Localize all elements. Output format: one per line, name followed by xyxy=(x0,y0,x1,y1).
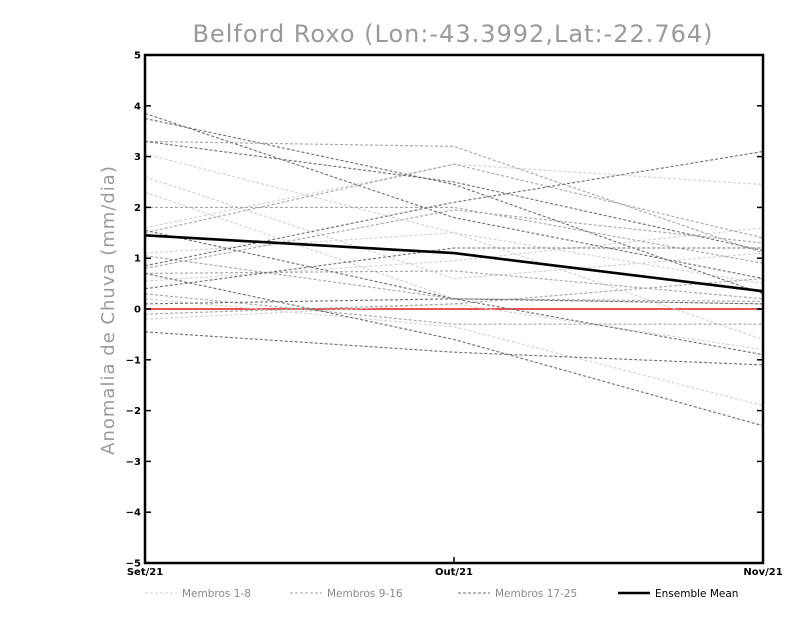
plot-lines xyxy=(144,112,764,427)
y-tick-label: 0 xyxy=(134,305,141,316)
y-tick-label: −1 xyxy=(126,355,141,366)
legend-label-membros-1-8: Membros 1-8 xyxy=(182,588,251,600)
legend-label-membros-9-16: Membros 9-16 xyxy=(327,588,403,600)
y-tick-label: −5 xyxy=(126,559,141,570)
y-tick-label: −2 xyxy=(126,406,141,417)
series-line-membro-9 xyxy=(144,140,764,254)
series-line-membro-3 xyxy=(144,227,764,282)
x-tick-label: Nov/21 xyxy=(743,567,782,578)
series-line-membro-2 xyxy=(144,163,764,229)
series-line-membro-11 xyxy=(144,209,764,269)
x-tick-label: Set/21 xyxy=(127,567,163,578)
y-tick-label: 5 xyxy=(134,51,141,62)
y-axis-label: Anomalia de Chuva (mm/dia) xyxy=(98,165,119,455)
series-line-membro-10 xyxy=(144,163,764,239)
legend-label-membros-17-25: Membros 17-25 xyxy=(495,588,577,600)
y-tick-label: 3 xyxy=(134,152,141,163)
series-line-membro-14 xyxy=(144,277,764,315)
series-line-ensemble-mean xyxy=(144,234,764,293)
series-line-membro-21 xyxy=(144,272,764,427)
axes: −5 −4 −3 −2 −1 0 1 2 3 4 5 Set/21 Out/21 Nov/21 xyxy=(126,51,783,579)
series-line-membro-4 xyxy=(144,153,764,341)
legend: Membros 1-8 Membros 9-16 Membros 17-25 Ense… xyxy=(145,588,738,600)
series-line-membro-15 xyxy=(145,206,764,264)
series-line-membro-18 xyxy=(144,117,764,295)
series-line-membro-8 xyxy=(144,303,764,351)
y-tick-label: −3 xyxy=(126,457,141,468)
chart-title: Belford Roxo (Lon:-43.3992,Lat:-22.764) xyxy=(192,20,713,48)
y-tick-label: 4 xyxy=(134,101,141,112)
series-line-membro-19 xyxy=(144,150,764,267)
series-line-membro-6 xyxy=(144,176,764,280)
series-line-membro-12 xyxy=(144,270,764,300)
series-line-membro-24 xyxy=(144,247,763,290)
y-tick-label: 1 xyxy=(134,254,141,265)
x-tick-label: Out/21 xyxy=(435,567,473,578)
series-line-membro-20 xyxy=(144,331,764,366)
series-line-membro-13 xyxy=(144,293,763,325)
y-tick-label: −4 xyxy=(126,508,141,519)
series-line-membro-5 xyxy=(144,298,764,407)
legend-label-ensemble-mean: Ensemble Mean xyxy=(655,588,738,600)
series-line-membro-17 xyxy=(144,112,764,280)
series-line-membro-25 xyxy=(144,140,764,252)
series-line-membro-22 xyxy=(144,229,764,356)
y-tick-label: 2 xyxy=(134,203,141,214)
series-line-membro-23 xyxy=(144,298,764,305)
